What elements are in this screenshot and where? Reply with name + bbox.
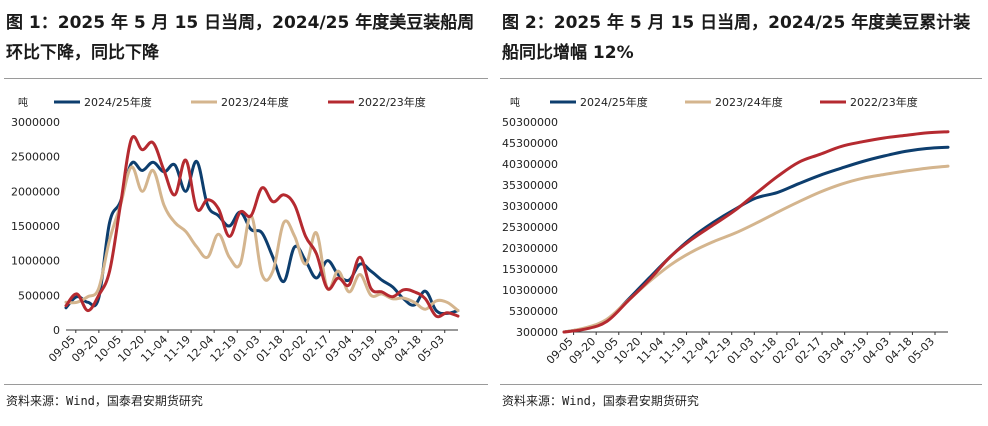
- legend-label-1: 2023/24年度: [221, 95, 289, 109]
- y-unit-label: 吨: [510, 96, 520, 109]
- y-tick-label: 2500000: [11, 151, 60, 164]
- legend-label-0: 2024/25年度: [84, 95, 152, 109]
- y-tick-label: 500000: [18, 289, 60, 302]
- y-tick-label: 0: [53, 324, 60, 337]
- panel-divider: [494, 0, 496, 426]
- y-tick-label: 2000000: [11, 185, 60, 198]
- y-tick-label: 45300000: [502, 137, 558, 150]
- legend-label-0: 2024/25年度: [580, 95, 648, 109]
- source-divider: [4, 384, 488, 385]
- chart-title: 图 1：2025 年 5 月 15 日当周，2024/25 年度美豆装船周环比下…: [6, 13, 475, 63]
- title-divider: [4, 78, 488, 79]
- legend-label-2: 2022/23年度: [358, 95, 426, 109]
- cumulative-shipments-chart: 吨 2024/25年度 2023/24年度 2022/23年度 300000 530000…: [502, 95, 950, 367]
- chart-panel-weekly: 图 1：2025 年 5 月 15 日当周，2024/25 年度美豆装船周环比下…: [4, 13, 488, 408]
- y-tick-label: 50300000: [502, 116, 558, 129]
- x-tick-label: 05-03: [415, 333, 447, 365]
- source-note: 资料来源：Wind，国泰君安期货研究: [502, 394, 699, 408]
- series-line-1: [64, 165, 460, 313]
- chart-panel-cumulative: 图 2：2025 年 5 月 15 日当周，2024/25 年度美豆累计装船同比…: [496, 0, 988, 426]
- weekly-shipments-chart: 吨 2024/25年度 2023/24年度 2022/23年度 0 500000 10000…: [11, 95, 460, 365]
- source-divider: [500, 384, 982, 385]
- title-divider: [500, 78, 982, 79]
- y-tick-label: 35300000: [502, 179, 558, 192]
- y-tick-label: 1500000: [11, 220, 60, 233]
- series-line-2: [64, 135, 460, 319]
- y-tick-label: 5300000: [509, 305, 558, 318]
- y-tick-label: 300000: [516, 326, 558, 339]
- y-tick-label: 10300000: [502, 284, 558, 297]
- y-tick-label: 3000000: [11, 116, 60, 129]
- legend-label-1: 2023/24年度: [715, 95, 783, 109]
- legend-label-2: 2022/23年度: [850, 95, 918, 109]
- y-tick-label: 40300000: [502, 158, 558, 171]
- y-tick-label: 20300000: [502, 242, 558, 255]
- series-line-2: [562, 130, 950, 334]
- y-tick-label: 1000000: [11, 255, 60, 268]
- chart-title: 图 2：2025 年 5 月 15 日当周，2024/25 年度美豆累计装船同比…: [502, 13, 971, 63]
- y-tick-label: 25300000: [502, 221, 558, 234]
- y-unit-label: 吨: [18, 96, 28, 109]
- y-tick-label: 15300000: [502, 263, 558, 276]
- series-line-0: [64, 159, 460, 316]
- source-note: 资料来源：Wind，国泰君安期货研究: [6, 394, 203, 408]
- y-tick-label: 30300000: [502, 200, 558, 213]
